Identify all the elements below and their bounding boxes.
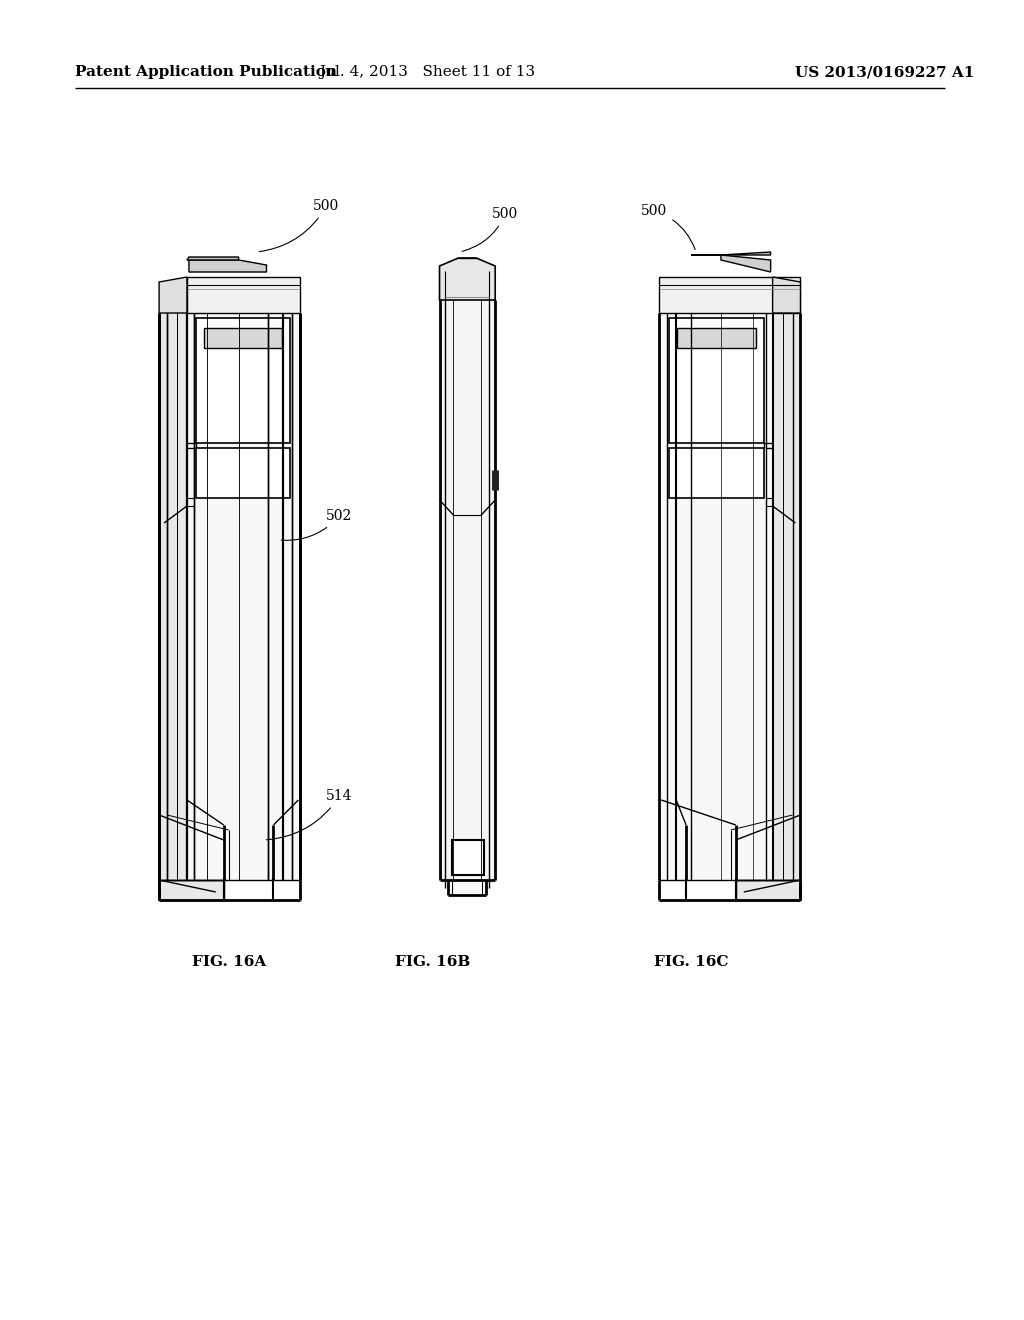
Text: 514: 514 bbox=[266, 789, 352, 840]
Polygon shape bbox=[773, 277, 801, 313]
Polygon shape bbox=[159, 277, 187, 313]
Bar bbox=[670, 318, 764, 444]
Polygon shape bbox=[187, 257, 239, 260]
Bar bbox=[670, 447, 764, 498]
Text: Jul. 4, 2013   Sheet 11 of 13: Jul. 4, 2013 Sheet 11 of 13 bbox=[319, 65, 536, 79]
Polygon shape bbox=[736, 880, 801, 900]
Text: 500: 500 bbox=[462, 207, 518, 251]
Polygon shape bbox=[189, 260, 266, 272]
Bar bbox=[677, 327, 756, 348]
Text: 500: 500 bbox=[259, 199, 340, 252]
Bar bbox=[773, 313, 801, 880]
Text: 502: 502 bbox=[282, 510, 352, 540]
Polygon shape bbox=[439, 257, 496, 300]
Bar bbox=[196, 447, 291, 498]
Bar bbox=[187, 277, 300, 313]
Text: FIG. 16C: FIG. 16C bbox=[654, 954, 728, 969]
Text: FIG. 16B: FIG. 16B bbox=[395, 954, 470, 969]
Bar bbox=[659, 277, 801, 313]
Text: FIG. 16A: FIG. 16A bbox=[191, 954, 266, 969]
Bar bbox=[204, 327, 283, 348]
Bar bbox=[453, 840, 484, 875]
Text: Patent Application Publication: Patent Application Publication bbox=[75, 65, 337, 79]
Bar bbox=[187, 313, 300, 880]
Bar bbox=[439, 300, 496, 880]
Text: 500: 500 bbox=[641, 205, 695, 249]
Polygon shape bbox=[691, 252, 771, 255]
Polygon shape bbox=[721, 255, 771, 272]
Polygon shape bbox=[159, 880, 223, 900]
Bar bbox=[196, 318, 291, 444]
Text: US 2013/0169227 A1: US 2013/0169227 A1 bbox=[796, 65, 975, 79]
Bar bbox=[159, 313, 187, 880]
Bar bbox=[659, 313, 773, 880]
